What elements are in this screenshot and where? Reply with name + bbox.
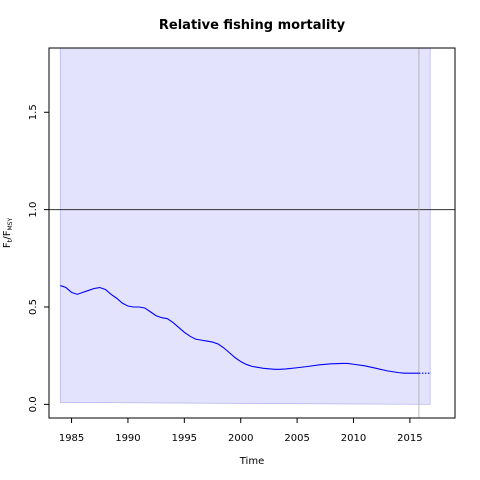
y-tick-label: 0.0	[28, 396, 39, 412]
x-tick-label: 1995	[172, 433, 197, 444]
y-axis-label-sub-msy: MSY	[7, 218, 14, 231]
y-axis-label-sep: /F	[2, 230, 13, 239]
fishing-mortality-line	[60, 285, 419, 374]
plot-layer	[49, 47, 455, 418]
x-tick-label: 2015	[397, 433, 422, 444]
plot-frame	[48, 47, 456, 419]
y-axis-label-sub-t: t	[6, 239, 14, 242]
y-tick-label: 0.5	[28, 299, 39, 315]
x-tick-label: 1985	[59, 433, 84, 444]
y-tick-label: 1.0	[28, 202, 39, 218]
chart-title: Relative fishing mortality	[159, 18, 346, 33]
y-axis-label-main: F	[2, 242, 13, 248]
confidence-band	[59, 47, 431, 405]
y-tick-label: 1.5	[28, 104, 39, 120]
x-tick-label: 1990	[115, 433, 140, 444]
axes-layer: 1985 1990 1995 2000 2005 2010 2015 0.0 0.5 1.0 1.5	[28, 47, 456, 444]
x-tick-label: 2005	[284, 433, 309, 444]
x-tick-label: 2000	[228, 433, 253, 444]
x-axis-label: Time	[239, 456, 264, 467]
y-axis-label: Ft/FMSY	[2, 218, 14, 249]
x-tick-label: 2010	[341, 433, 366, 444]
